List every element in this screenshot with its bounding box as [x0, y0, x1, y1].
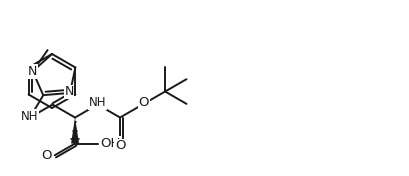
Text: OH: OH: [101, 137, 121, 150]
Text: O: O: [41, 149, 52, 162]
Text: O: O: [115, 139, 125, 152]
Text: O: O: [138, 96, 149, 109]
Text: NH: NH: [89, 96, 106, 109]
Polygon shape: [71, 118, 79, 143]
Text: NH: NH: [21, 110, 39, 123]
Text: N: N: [28, 65, 37, 78]
Text: N: N: [64, 85, 74, 98]
